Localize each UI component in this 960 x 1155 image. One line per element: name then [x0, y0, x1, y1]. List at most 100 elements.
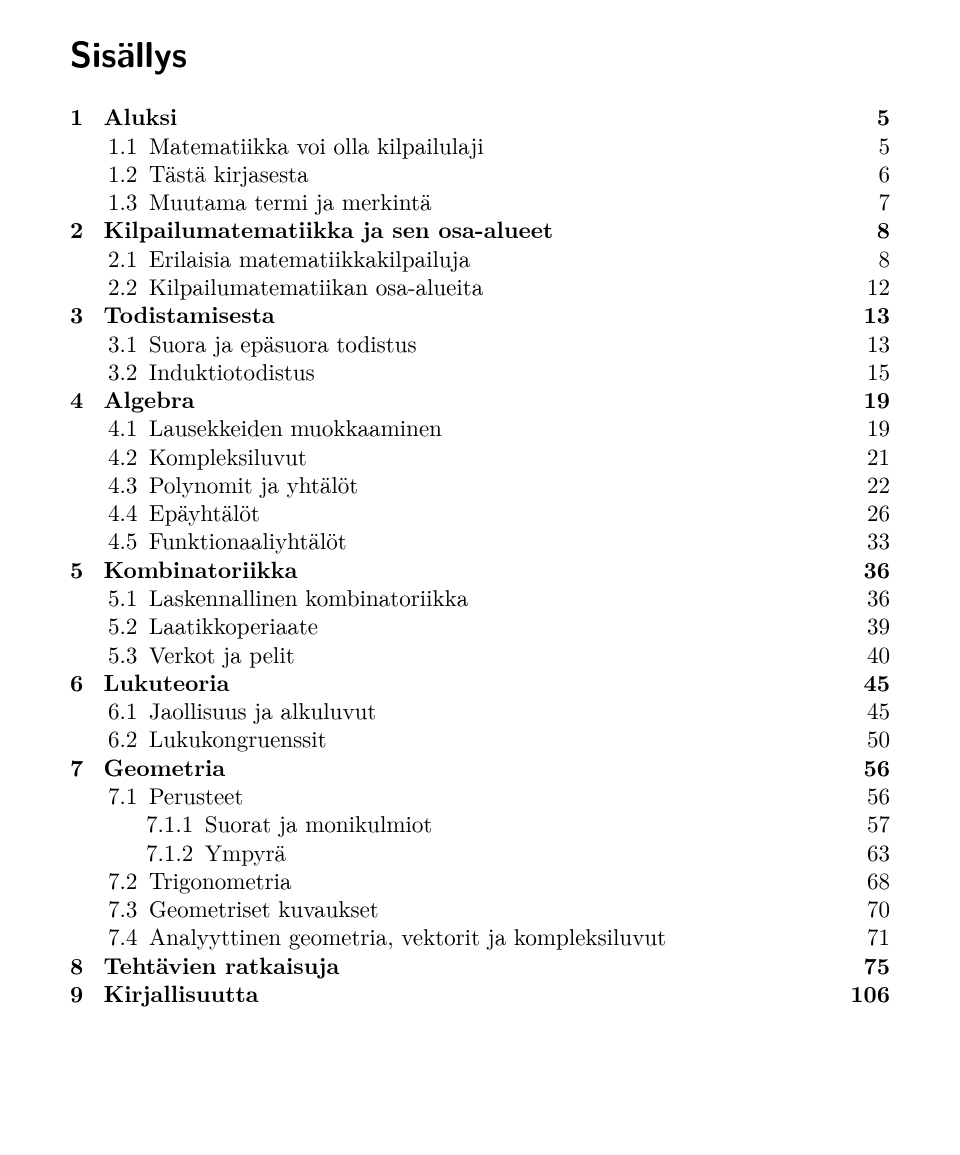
toc-entry-page: 7 [839, 187, 890, 215]
toc-entry-page: 68 [839, 866, 890, 894]
toc-entry: 1.3Muutama termi ja merkintä7 [70, 187, 890, 215]
toc-entry-number: 5.3 [108, 640, 137, 668]
toc-entry-text: Tästä kirjasesta [137, 159, 308, 187]
toc-entry-page: 22 [839, 470, 890, 498]
toc-entry-page: 36 [839, 583, 890, 611]
toc-entry-text: Laskennallinen kombinatoriikka [137, 583, 468, 611]
toc-entry: 5.1Laskennallinen kombinatoriikka 36 [70, 583, 890, 611]
toc-entry-page: 13 [839, 300, 890, 328]
toc-entry-page: 40 [839, 640, 890, 668]
toc-entry-text: Polynomit ja yhtälöt [137, 470, 358, 498]
toc-entry-number: 1 [70, 102, 92, 130]
toc-entry: 3.1Suora ja epäsuora todistus 13 [70, 329, 890, 357]
toc-entry: 2.2Kilpailumatematiikan osa-alueita12 [70, 272, 890, 300]
toc-entry-number: 7.1 [108, 781, 137, 809]
toc-entry-number: 9 [70, 979, 92, 1007]
toc-entry-number: 3.2 [108, 357, 137, 385]
toc-entry-page: 33 [839, 526, 890, 554]
toc-entry-text: Trigonometria [137, 866, 291, 894]
toc-entry: 3.2Induktiotodistus 15 [70, 357, 890, 385]
toc-entry: 4Algebra19 [70, 385, 890, 413]
toc-entry-text: Suora ja epäsuora todistus [137, 329, 416, 357]
toc-entry-number: 7 [70, 753, 92, 781]
toc-entry-number: 4.4 [108, 498, 137, 526]
toc-entry-page: 8 [839, 244, 890, 272]
toc-entry: 1Aluksi 5 [70, 102, 890, 130]
toc-entry: 4.4Epäyhtälöt26 [70, 498, 890, 526]
toc-entry-page: 19 [839, 385, 890, 413]
toc-entry-number: 3.1 [108, 329, 137, 357]
toc-entry: 7.1.2Ympyrä63 [70, 838, 890, 866]
toc-entry-number: 1.1 [108, 131, 137, 159]
toc-entry-page: 63 [839, 838, 890, 866]
toc-entry: 6.1Jaollisuus ja alkuluvut 45 [70, 696, 890, 724]
toc-entry-page: 13 [839, 329, 890, 357]
toc-entry-number: 2.1 [108, 244, 137, 272]
toc-entry-text: Perusteet [137, 781, 243, 809]
toc-entry-text: Geometria [92, 753, 225, 781]
toc-entry-page: 57 [839, 809, 890, 837]
toc-entry-page: 71 [839, 922, 890, 950]
toc-entry: 4.1Lausekkeiden muokkaaminen19 [70, 413, 890, 441]
toc-entry: 6Lukuteoria45 [70, 668, 890, 696]
toc-entry-page: 75 [839, 951, 890, 979]
toc-entry: 1.1Matematiikka voi olla kilpailulaji5 [70, 131, 890, 159]
page-title: Sisällys [70, 30, 890, 74]
toc-entry-number: 3 [70, 300, 92, 328]
toc-entry-text: Kirjallisuutta [92, 979, 259, 1007]
toc-entry-text: Kilpailumatematiikka ja sen osa-alueet [92, 215, 553, 243]
toc-entry-page: 26 [839, 498, 890, 526]
toc-entry-number: 1.2 [108, 159, 137, 187]
toc-entry: 8Tehtävien ratkaisuja 75 [70, 951, 890, 979]
toc-entry: 7Geometria 56 [70, 753, 890, 781]
toc-entry-number: 7.3 [108, 894, 137, 922]
toc-entry-text: Erilaisia matematiikkakilpailuja [137, 244, 470, 272]
toc-entry: 5Kombinatoriikka36 [70, 555, 890, 583]
toc-entry-page: 36 [839, 555, 890, 583]
toc-entry-text: Kompleksiluvut [137, 442, 306, 470]
toc-entry: 7.3Geometriset kuvaukset70 [70, 894, 890, 922]
toc-entry: 7.4Analyyttinen geometria, vektorit ja k… [70, 922, 890, 950]
toc-entry-text: Tehtävien ratkaisuja [92, 951, 339, 979]
toc-entry-page: 45 [839, 696, 890, 724]
toc-entry-page: 5 [839, 131, 890, 159]
toc-entry-text: Induktiotodistus [137, 357, 314, 385]
toc-entry-page: 8 [839, 215, 890, 243]
toc-entry-page: 56 [839, 753, 890, 781]
toc-entry-text: Analyyttinen geometria, vektorit ja komp… [137, 922, 666, 950]
toc-entry: 6.2Lukukongruenssit50 [70, 724, 890, 752]
toc-entry-page: 21 [839, 442, 890, 470]
toc-entry: 7.1.1Suorat ja monikulmiot57 [70, 809, 890, 837]
toc-entry: 3Todistamisesta 13 [70, 300, 890, 328]
toc-entry: 7.2Trigonometria 68 [70, 866, 890, 894]
toc-entry-number: 2 [70, 215, 92, 243]
toc-entry-number: 4 [70, 385, 92, 413]
toc-entry: 4.2Kompleksiluvut21 [70, 442, 890, 470]
toc-entry-text: Todistamisesta [92, 300, 275, 328]
toc-entry-page: 15 [839, 357, 890, 385]
toc-entry-text: Aluksi [92, 102, 177, 130]
toc-entry-text: Funktionaaliyhtälöt [137, 526, 346, 554]
toc-entry-number: 6.2 [108, 724, 137, 752]
table-of-contents: 1Aluksi51.1Matematiikka voi olla kilpail… [70, 102, 890, 1007]
toc-entry: 5.3Verkot ja pelit40 [70, 640, 890, 668]
toc-entry-number: 4.3 [108, 470, 137, 498]
toc-entry-page: 19 [839, 413, 890, 441]
toc-entry-text: Jaollisuus ja alkuluvut [137, 696, 376, 724]
toc-entry-number: 5.1 [108, 583, 137, 611]
toc-entry: 2.1Erilaisia matematiikkakilpailuja 8 [70, 244, 890, 272]
toc-entry-page: 6 [839, 159, 890, 187]
toc-entry-number: 7.2 [108, 866, 137, 894]
toc-entry-page: 5 [839, 102, 890, 130]
toc-entry: 9Kirjallisuutta106 [70, 979, 890, 1007]
toc-entry-number: 7.4 [108, 922, 137, 950]
toc-entry-number: 4.5 [108, 526, 137, 554]
toc-entry-page: 70 [839, 894, 890, 922]
toc-entry-number: 8 [70, 951, 92, 979]
toc-entry-number: 7.1.2 [146, 838, 193, 866]
toc-entry-number: 5 [70, 555, 92, 583]
toc-entry-number: 6.1 [108, 696, 137, 724]
toc-entry: 4.3Polynomit ja yhtälöt 22 [70, 470, 890, 498]
toc-entry-text: Lukuteoria [92, 668, 230, 696]
toc-entry: 1.2Tästä kirjasesta 6 [70, 159, 890, 187]
